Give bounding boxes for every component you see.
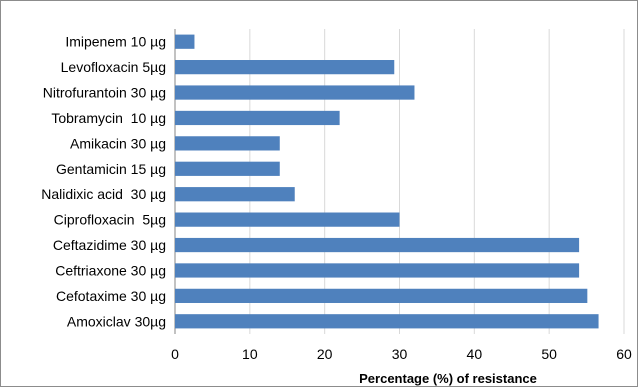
category-label: Nitrofurantoin 30 µg [43, 85, 166, 101]
x-tick-label: 20 [317, 346, 333, 362]
bar [175, 110, 340, 126]
category-label: Amikacin 30 µg [70, 135, 166, 151]
category-label: Ciprofloxacin 5µg [54, 212, 166, 228]
category-labels: Imipenem 10 µg Levofloxacin 5µg Nitrofuran… [41, 34, 166, 330]
category-label: Imipenem 10 µg [65, 34, 166, 50]
bar [175, 161, 280, 176]
category-label: Levofloxacin 5µg [61, 59, 166, 75]
bar [175, 187, 295, 202]
x-tick-label: 40 [467, 346, 483, 362]
category-label: Nalidixic acid 30 µg [41, 186, 166, 202]
x-tick-labels: 0 10 20 30 40 50 60 [171, 346, 632, 362]
category-label: Cefotaxime 30 µg [56, 288, 166, 304]
bar [175, 237, 580, 253]
category-label: Ceftazidime 30 µg [53, 237, 166, 253]
category-label: Gentamicin 15 µg [56, 161, 166, 177]
category-label: Ceftriaxone 30 µg [55, 262, 166, 278]
x-tick-label: 0 [171, 346, 179, 362]
bars [175, 34, 599, 329]
x-tick-label: 10 [242, 346, 258, 362]
bar [175, 314, 599, 329]
gridlines [174, 29, 625, 334]
bar [175, 212, 400, 227]
bar [175, 263, 580, 278]
x-tick-label: 60 [616, 346, 632, 362]
x-tick-label: 50 [541, 346, 557, 362]
bar [175, 85, 415, 100]
x-axis-title: Percentage (%) of resistance [359, 371, 537, 386]
bar [175, 60, 395, 75]
bar [175, 288, 588, 303]
bar [175, 136, 280, 151]
category-label: Tobramycin 10 µg [51, 110, 166, 126]
bar [175, 34, 195, 49]
x-tick-label: 30 [392, 346, 408, 362]
category-label: Amoxiclav 30µg [67, 313, 166, 329]
